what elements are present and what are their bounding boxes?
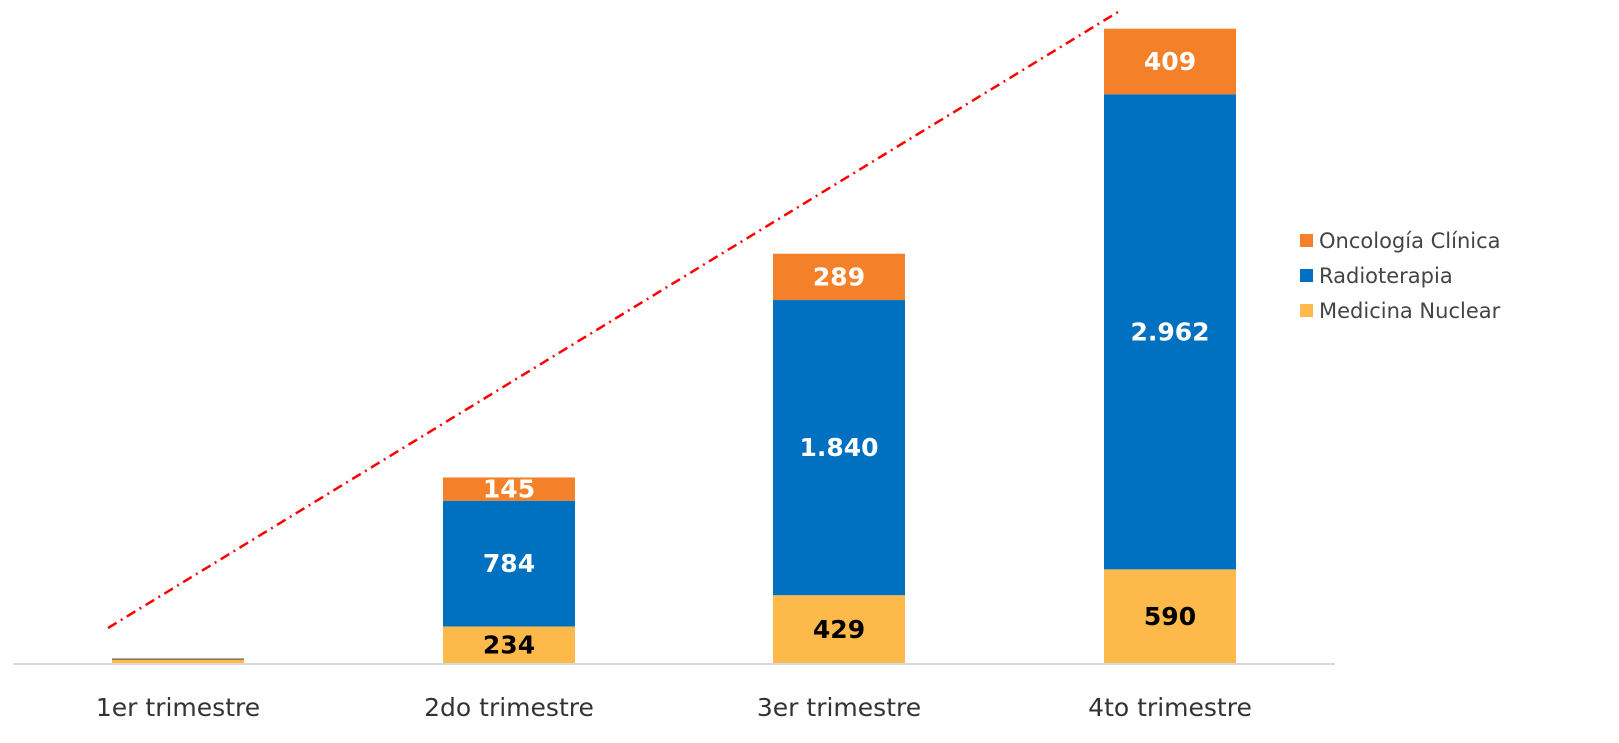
legend-label-oncologia: Oncología Clínica xyxy=(1319,228,1501,253)
legend-item-radioterapia: Radioterapia xyxy=(1300,261,1501,290)
bar-oncologia-clinica-q4 xyxy=(1104,28,1236,95)
legend-swatch-medicina-nuclear xyxy=(1300,304,1313,317)
bar-radioterapia-q1 xyxy=(112,659,244,660)
x-tick-label-q3: 3er trimestre xyxy=(757,693,921,722)
data-label-oncologia-clinica-q2: 145 xyxy=(483,475,535,504)
bar-oncologia-clinica-q1 xyxy=(112,658,244,660)
trend-line xyxy=(107,10,1119,630)
data-label-radioterapia-q4: 2.962 xyxy=(1130,317,1209,346)
data-label-oncologia-clinica-q4: 409 xyxy=(1144,47,1196,76)
bar-medicina-nuclear-q3 xyxy=(773,595,905,664)
x-tick-label-q4: 4to trimestre xyxy=(1088,693,1252,722)
bars-group xyxy=(112,28,1236,664)
legend-item-oncologia: Oncología Clínica xyxy=(1300,226,1501,255)
x-tick-labels-group: 1er trimestre 2do trimestre 3er trimestre 4… xyxy=(96,693,1252,722)
legend-swatch-radioterapia xyxy=(1300,269,1313,282)
bar-medicina-nuclear-q4 xyxy=(1104,569,1236,664)
legend-swatch-oncologia xyxy=(1300,234,1313,247)
bar-radioterapia-q2 xyxy=(443,500,575,627)
data-label-medicina-nuclear-q4: 590 xyxy=(1144,602,1196,631)
legend-label-medicina-nuclear: Medicina Nuclear xyxy=(1319,298,1501,323)
bar-radioterapia-q4 xyxy=(1104,94,1236,570)
legend-label-radioterapia: Radioterapia xyxy=(1319,263,1453,288)
x-tick-label-q2: 2do trimestre xyxy=(424,693,594,722)
bar-medicina-nuclear-q1 xyxy=(112,659,244,664)
legend: Oncología Clínica Radioterapia Medicina … xyxy=(1300,226,1501,331)
bar-oncologia-clinica-q2 xyxy=(443,477,575,501)
data-label-radioterapia-q2: 784 xyxy=(483,549,535,578)
data-label-radioterapia-q3: 1.840 xyxy=(799,433,878,462)
data-label-medicina-nuclear-q3: 429 xyxy=(813,615,865,644)
x-tick-label-q1: 1er trimestre xyxy=(96,693,260,722)
legend-item-medicina-nuclear: Medicina Nuclear xyxy=(1300,296,1501,325)
data-labels-group: 234 784 145 429 1.840 289 590 2.962 409 xyxy=(483,47,1210,660)
bar-oncologia-clinica-q3 xyxy=(773,253,905,301)
data-label-oncologia-clinica-q3: 289 xyxy=(813,262,865,291)
bar-radioterapia-q3 xyxy=(773,300,905,596)
data-label-medicina-nuclear-q2: 234 xyxy=(483,631,535,660)
bar-medicina-nuclear-q2 xyxy=(443,626,575,664)
